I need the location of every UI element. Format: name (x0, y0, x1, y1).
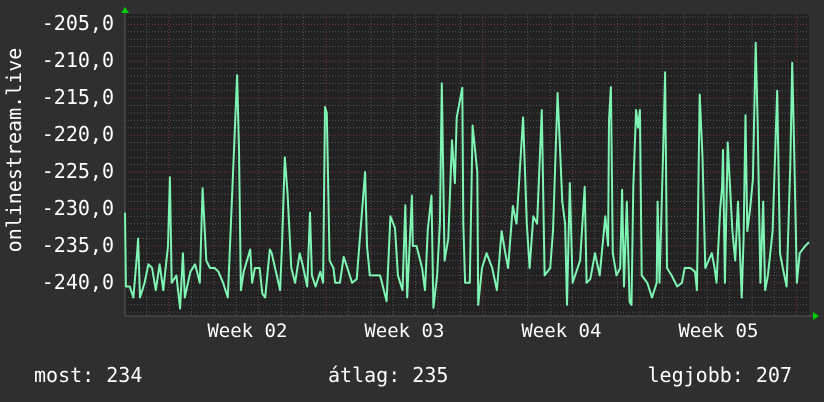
y-tick-label: -205,0 (41, 11, 114, 36)
average-value: átlag: 235 (328, 363, 449, 387)
y-tick-label: -225,0 (41, 159, 114, 183)
y-axis-arrow-icon (121, 7, 129, 13)
x-tick-label: Week 05 (678, 320, 759, 342)
current-value: most: 234 (34, 363, 143, 387)
y-tick-label: -215,0 (41, 85, 114, 110)
x-tick-label: Week 03 (364, 320, 445, 342)
y-tick-label: -230,0 (41, 195, 114, 220)
series-line (124, 41, 810, 310)
y-tick-label: -235,0 (41, 232, 114, 257)
y-tick-label: -220,0 (41, 122, 114, 147)
x-axis-arrow-icon (813, 312, 819, 320)
best-value: legjobb: 207 (647, 363, 793, 387)
x-tick-label: Week 02 (207, 320, 288, 342)
y-tick-label: -240,0 (41, 269, 114, 294)
y-tick-label: -210,0 (41, 48, 114, 73)
x-tick-label: Week 04 (521, 320, 602, 342)
y-axis-title: onlinestream.live (2, 47, 26, 253)
